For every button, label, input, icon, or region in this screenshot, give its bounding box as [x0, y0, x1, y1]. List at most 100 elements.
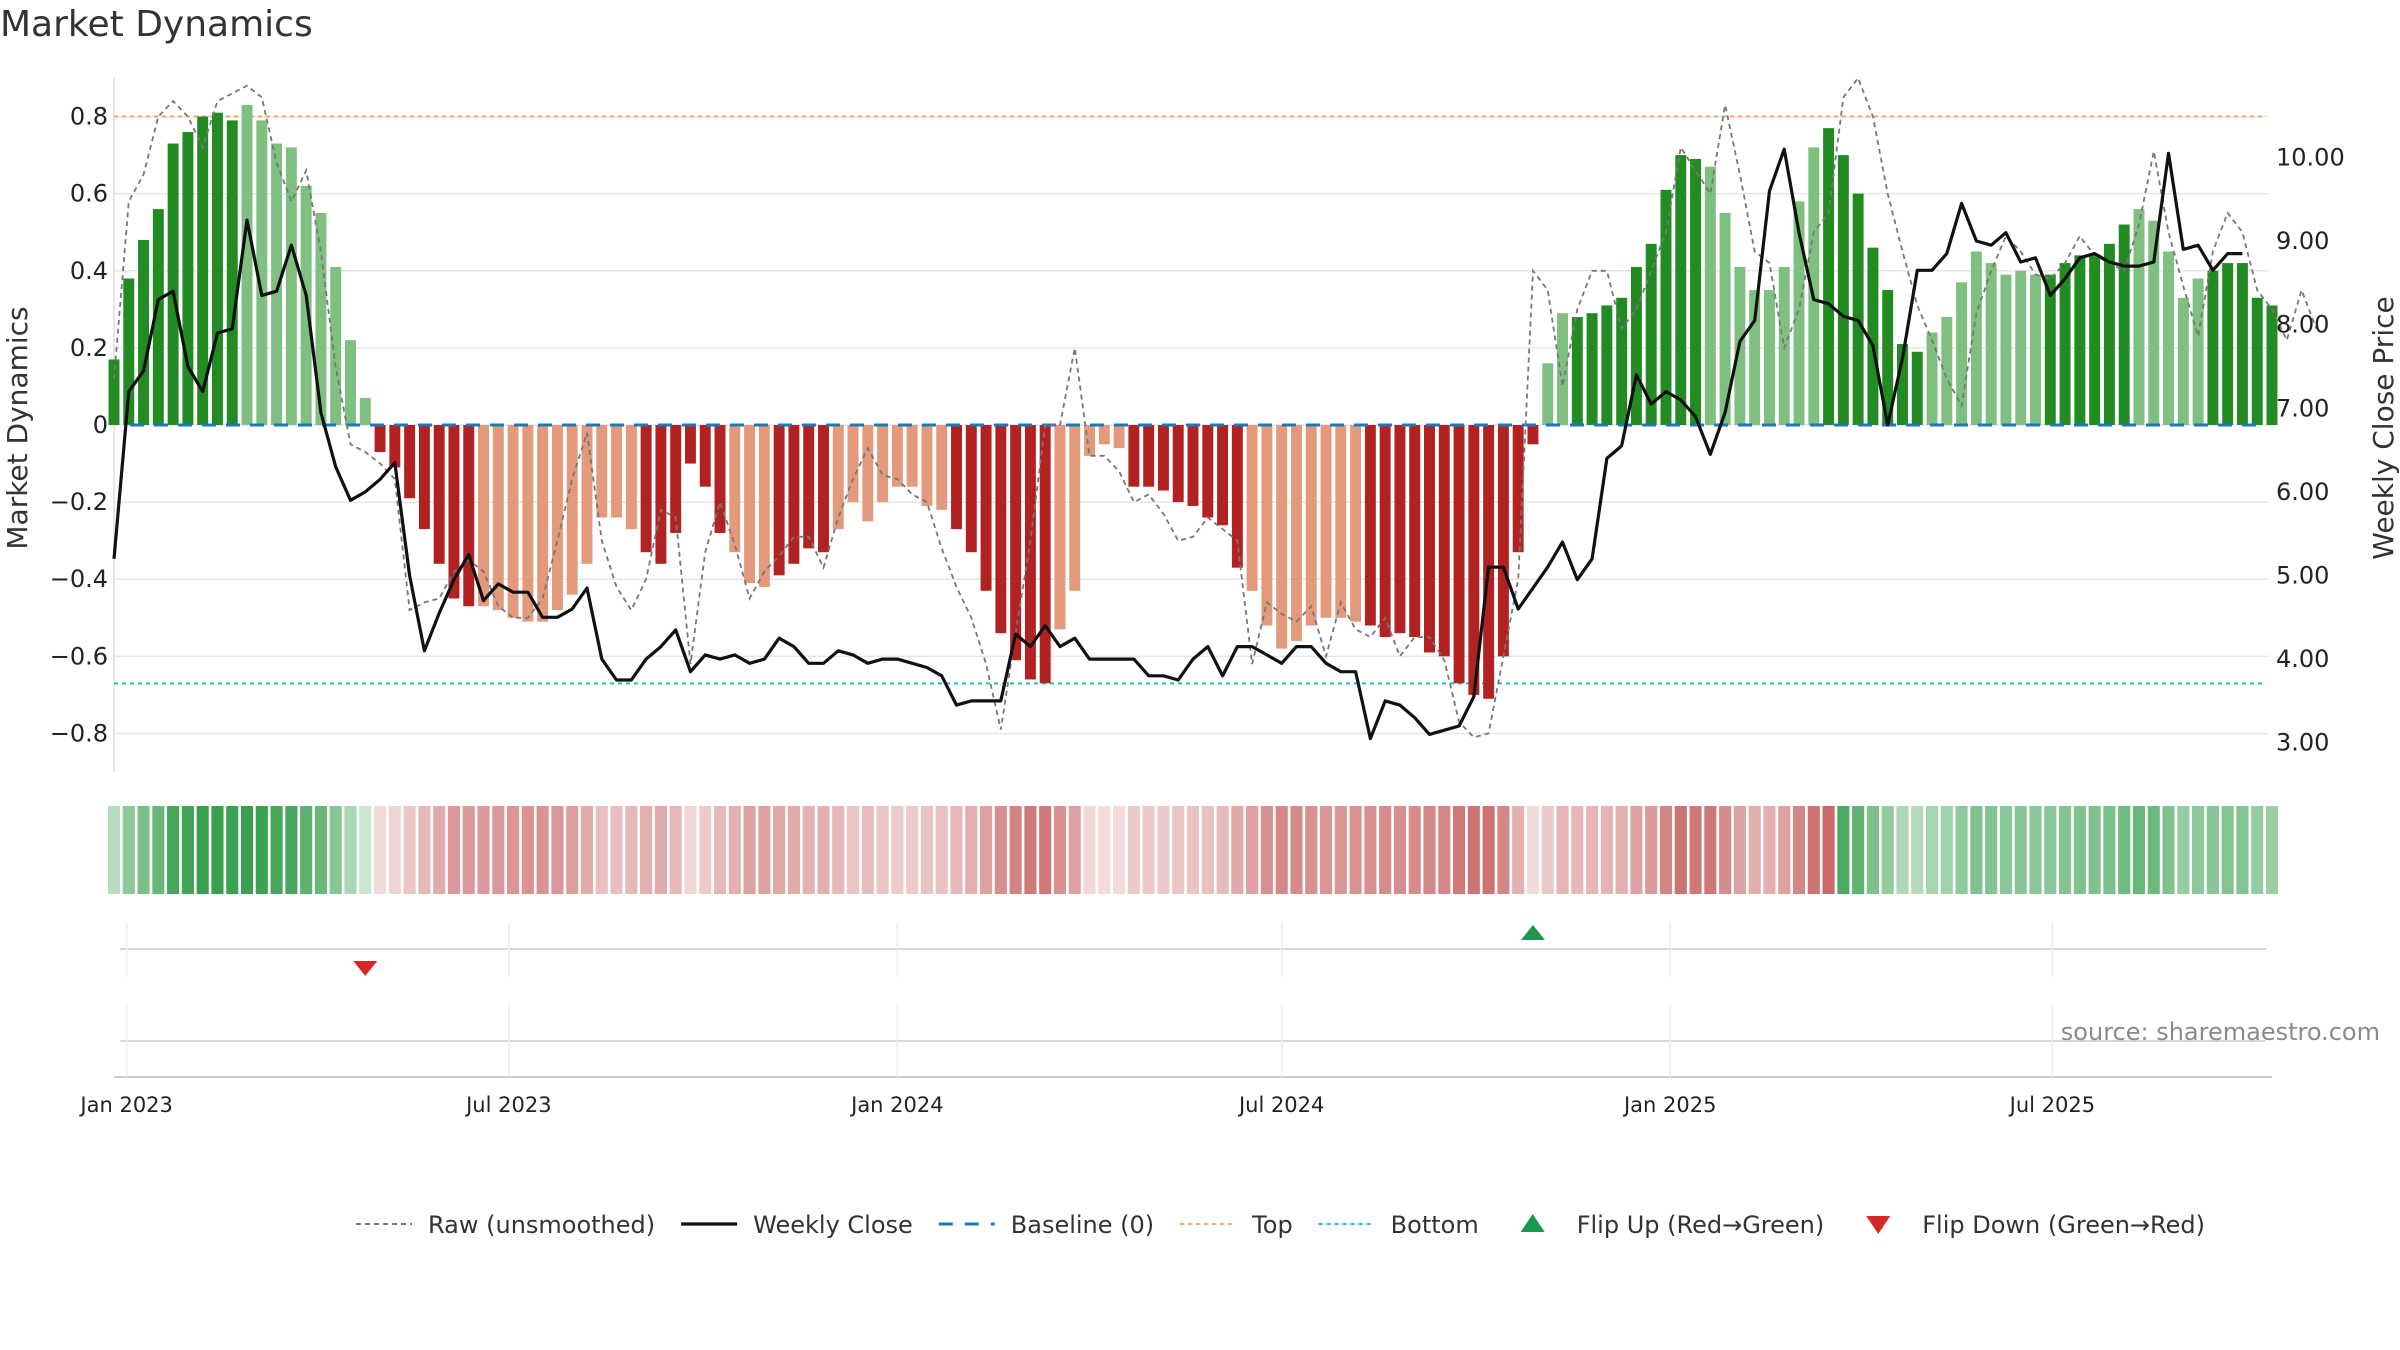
dynamics-bar: [1202, 425, 1214, 518]
legend-label: Top: [1251, 1211, 1293, 1239]
strip-cell: [1334, 806, 1347, 894]
dynamics-bar: [2207, 270, 2219, 425]
strip-cell: [1438, 806, 1451, 894]
strip-cell: [2059, 806, 2072, 894]
strip-cell: [1852, 806, 1865, 894]
dynamics-bar: [1956, 282, 1968, 425]
strip-cell: [1970, 806, 1983, 894]
strip-cell: [1615, 806, 1628, 894]
dynamics-bar: [699, 425, 711, 487]
y-tick-label: 0.2: [70, 334, 108, 362]
dynamics-bar: [1837, 155, 1849, 425]
dynamics-bar: [1852, 193, 1864, 425]
strip-cell: [2251, 806, 2264, 894]
dynamics-bar: [330, 266, 342, 425]
strip-cell: [462, 806, 475, 894]
strip-cell: [137, 806, 150, 894]
date-axis-panel: Jan 2023 Jul 2023 Jan 2024 Jul 2024 Jan 2025…: [78, 1005, 2272, 1117]
dynamics-bar: [1808, 147, 1820, 425]
dynamics-bar: [2000, 274, 2012, 425]
dynamics-bar: [980, 425, 992, 591]
dynamics-bar: [1911, 351, 1923, 425]
dynamics-bar: [1749, 290, 1761, 425]
strip-cell: [536, 806, 549, 894]
dynamics-bar: [729, 425, 741, 553]
strip-cell: [699, 806, 712, 894]
dynamics-bar: [1261, 425, 1273, 626]
dynamics-bar: [359, 398, 371, 425]
strip-cell: [1881, 806, 1894, 894]
strip-cell: [1512, 806, 1525, 894]
strip-cell: [994, 806, 1007, 894]
dynamics-bar: [1305, 425, 1317, 626]
strip-cell: [1571, 806, 1584, 894]
dynamics-bar: [625, 425, 637, 530]
strip-cell: [122, 806, 135, 894]
strip-cell: [935, 806, 948, 894]
strip-cell: [1393, 806, 1406, 894]
dynamics-bar: [581, 425, 593, 564]
dynamics-bar: [1350, 425, 1362, 622]
dynamics-bar: [995, 425, 1007, 634]
dynamics-bar: [758, 425, 770, 587]
dynamics-bar: [1335, 425, 1347, 618]
legend-label: Weekly Close: [753, 1211, 913, 1239]
strip-cell: [965, 806, 978, 894]
y2-tick-label: 6.00: [2276, 478, 2329, 506]
dynamics-bar: [847, 425, 859, 503]
strip-cell: [1999, 806, 2013, 894]
dynamics-bar: [1557, 313, 1568, 425]
strip-cell: [1172, 806, 1185, 894]
strip-cell: [507, 806, 520, 894]
strip-cell: [1216, 806, 1229, 894]
legend-label: Raw (unsmoothed): [428, 1211, 655, 1239]
strip-cell: [1068, 806, 1081, 894]
dynamics-bar: [2251, 297, 2263, 425]
dynamics-bar: [951, 425, 962, 530]
dynamics-bar: [1630, 266, 1642, 425]
legend-label: Baseline (0): [1011, 1211, 1154, 1239]
strip-cell: [329, 806, 342, 894]
dynamics-bar: [1039, 425, 1051, 684]
dynamics-bar: [2089, 255, 2101, 425]
y-axis-title: Market Dynamics: [1, 306, 34, 549]
strip-cell: [107, 806, 121, 894]
strip-cell: [1600, 806, 1613, 894]
dynamics-bar: [138, 239, 150, 425]
strip-cell: [152, 806, 165, 894]
dynamics-bar: [1143, 425, 1155, 487]
legend-label: Bottom: [1391, 1211, 1479, 1239]
dynamics-bar: [152, 209, 164, 425]
dynamics-bar: [1793, 201, 1805, 425]
dynamics-bar: [1379, 425, 1391, 638]
strip-cell: [1955, 806, 1968, 894]
dynamics-bar: [1645, 243, 1657, 425]
dynamics-bar: [2118, 224, 2130, 425]
legend: Raw (unsmoothed) Weekly Close Baseline (0)…: [356, 1211, 2205, 1239]
dynamics-bar: [1084, 425, 1096, 456]
strip-cell: [1467, 806, 1480, 894]
strip-cell: [285, 806, 298, 894]
legend-item-bottom: Bottom: [1318, 1211, 1479, 1239]
y-tick-label: 0: [93, 411, 108, 439]
dynamics-bar: [2030, 274, 2041, 425]
legend-item-raw: Raw (unsmoothed): [356, 1211, 655, 1239]
strip-cell: [1053, 806, 1067, 894]
strip-cell: [1674, 806, 1687, 894]
strip-cell: [1408, 806, 1421, 894]
legend-item-top: Top: [1180, 1211, 1293, 1239]
dynamics-bar: [463, 425, 475, 607]
strip-cell: [610, 806, 623, 894]
dynamics-bar: [1424, 425, 1435, 653]
dynamics-bar: [2177, 297, 2189, 425]
dynamics-bar: [507, 425, 519, 618]
dynamics-bar: [2015, 270, 2027, 425]
dynamics-bar: [965, 425, 977, 553]
strip-cell: [226, 806, 239, 894]
strip-cell: [684, 806, 697, 894]
dynamics-bar: [1246, 425, 1258, 591]
strip-cell: [980, 806, 993, 894]
dynamics-bar: [891, 425, 903, 487]
flip-up-marker: [1520, 925, 1545, 940]
